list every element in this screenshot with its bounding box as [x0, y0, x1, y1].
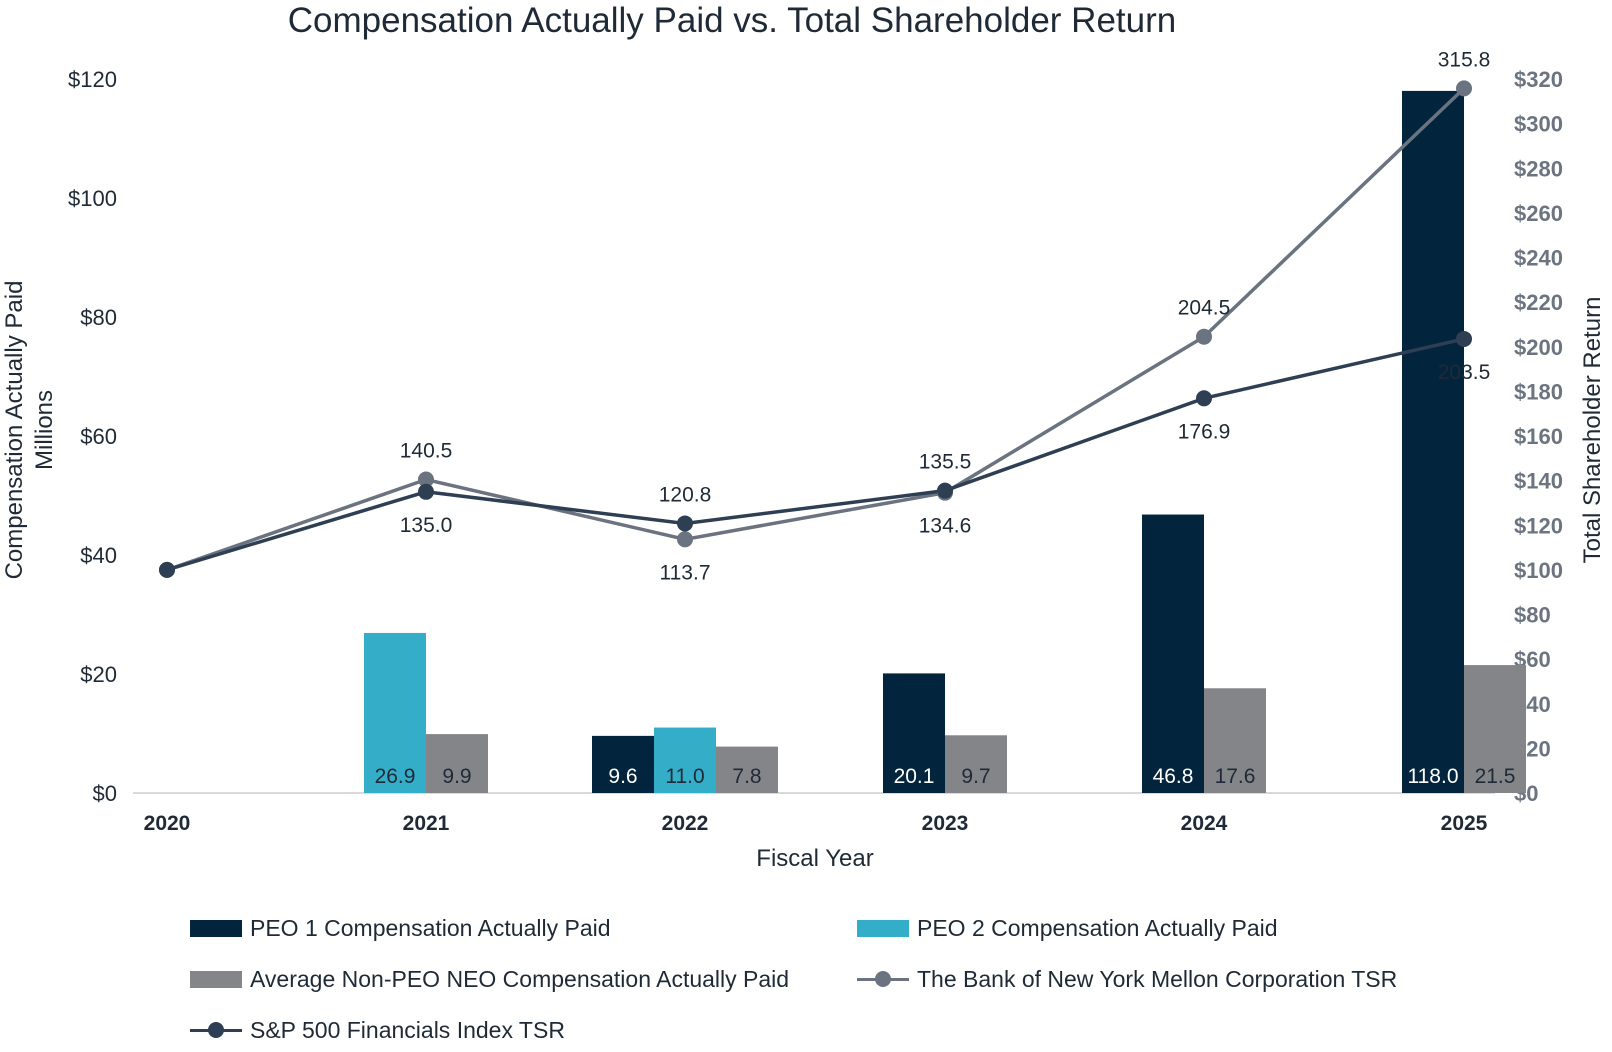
x-axis-ticks: 2020 2021 2022 2023 2024 2025: [144, 812, 1488, 835]
bar: [1142, 514, 1204, 793]
legend-item-peo2: PEO 2 Compensation Actually Paid: [857, 915, 1278, 942]
y2-tick-label: $320: [1514, 67, 1563, 92]
left-y-axis: $0 $20 $40 $60 $80 $100 $120: [68, 67, 117, 806]
y2-axis-label: Total Shareholder Return: [1579, 297, 1606, 564]
bar-data-label: 118.0: [1408, 765, 1459, 788]
legend-label-sp500-tsr: S&P 500 Financials Index TSR: [250, 1017, 565, 1043]
legend: PEO 1 Compensation Actually Paid PEO 2 C…: [190, 915, 1490, 1050]
y2-tick-label: $120: [1514, 513, 1563, 538]
y-axis-sublabel: Millions: [31, 390, 58, 470]
tsr-point: [677, 531, 693, 548]
tsr-point: [1456, 80, 1472, 97]
tsr-lines: 140.5 135.0 113.7 120.8 134.6 135.5 204.5 176.9…: [159, 48, 1490, 584]
legend-label-peo2: PEO 2 Compensation Actually Paid: [917, 915, 1278, 941]
tsr-point: [677, 515, 693, 532]
tsr-data-label: 134.6: [919, 515, 972, 538]
legend-item-sp500-tsr: S&P 500 Financials Index TSR: [190, 1017, 565, 1044]
tsr-data-label: 204.5: [1178, 297, 1231, 320]
bar: [945, 735, 1007, 793]
legend-item-bny-tsr: The Bank of New York Mellon Corporation …: [857, 966, 1397, 993]
tsr-point: [418, 471, 434, 488]
x-tick-label: 2021: [403, 812, 450, 835]
tsr-data-label: 176.9: [1178, 420, 1231, 443]
bar: [364, 632, 426, 793]
bar: [716, 746, 778, 793]
bar-data-label: 21.5: [1475, 765, 1516, 788]
bars: 26.9 9.9 9.6 11.0 7.8 20.1 9.7 46.8 17.6 118.0 21.…: [364, 90, 1526, 793]
y-tick-label: $120: [68, 67, 117, 92]
y-tick-label: $0: [93, 781, 117, 806]
bar: [1464, 665, 1526, 793]
tsr-data-label: 140.5: [400, 440, 453, 463]
bar-data-label: 26.9: [375, 765, 416, 788]
x-tick-label: 2025: [1441, 812, 1488, 835]
tsr-data-label: 120.8: [659, 483, 712, 506]
y2-tick-label: $180: [1514, 379, 1563, 404]
bar: [883, 673, 945, 793]
tsr-data-label: 113.7: [660, 561, 711, 584]
legend-item-neo: Average Non-PEO NEO Compensation Actuall…: [190, 966, 789, 993]
legend-item-peo1: PEO 1 Compensation Actually Paid: [190, 915, 611, 942]
y2-tick-label: $260: [1514, 201, 1563, 226]
bar: [1402, 90, 1464, 793]
tsr-line: [166, 337, 1465, 572]
y-tick-label: $40: [80, 543, 117, 568]
y2-tick-label: $100: [1514, 558, 1563, 583]
right-y-axis: $0$20$40$60$80$100$120$140$160$180$200$2…: [1514, 67, 1563, 806]
bar-data-label: 9.6: [608, 765, 637, 788]
tsr-data-label: 135.5: [919, 451, 972, 474]
tsr-data-label: 203.5: [1438, 361, 1491, 384]
tsr-point: [937, 482, 953, 499]
x-tick-label: 2024: [1181, 812, 1228, 835]
x-tick-label: 2020: [144, 812, 191, 835]
y2-tick-label: $200: [1514, 335, 1563, 360]
y-tick-label: $60: [80, 424, 117, 449]
tsr-data-label: 135.0: [400, 514, 453, 537]
y-tick-label: $100: [68, 186, 117, 211]
legend-label-bny-tsr: The Bank of New York Mellon Corporation …: [917, 966, 1398, 992]
bar-data-label: 17.6: [1215, 765, 1256, 788]
legend-swatch-neo: [190, 971, 242, 988]
bar-data-label: 9.7: [961, 765, 990, 788]
tsr-point: [1196, 390, 1212, 407]
y-tick-label: $20: [80, 662, 117, 687]
legend-marker-bny-tsr: [857, 971, 909, 988]
tsr-data-label: 315.8: [1438, 48, 1491, 71]
y2-tick-label: $220: [1514, 290, 1563, 315]
y2-tick-label: $280: [1514, 156, 1563, 181]
tsr-point: [1456, 330, 1472, 347]
chart: Compensation Actually Paid vs. Total Sha…: [1, 1, 1606, 872]
legend-label-peo1: PEO 1 Compensation Actually Paid: [250, 915, 611, 941]
tsr-point: [159, 561, 175, 578]
legend-marker-sp500-tsr: [190, 1022, 242, 1039]
bar-data-label: 20.1: [894, 765, 935, 788]
y2-tick-label: $140: [1514, 469, 1563, 494]
x-tick-label: 2022: [662, 812, 709, 835]
x-axis-label: Fiscal Year: [756, 845, 873, 872]
tsr-point: [1196, 328, 1212, 345]
tsr-line: [166, 87, 1466, 572]
y2-tick-label: $80: [1514, 603, 1551, 628]
bar-data-label: 46.8: [1153, 765, 1194, 788]
bar: [1204, 688, 1266, 793]
y-axis-label: Compensation Actually Paid: [1, 281, 28, 580]
legend-swatch-peo1: [190, 920, 242, 937]
y2-tick-label: $300: [1514, 112, 1563, 137]
bar: [654, 727, 716, 793]
y-tick-label: $80: [80, 305, 117, 330]
legend-label-neo: Average Non-PEO NEO Compensation Actuall…: [250, 966, 790, 992]
bar-data-label: 11.0: [665, 765, 704, 788]
bar-data-label: 9.9: [442, 765, 471, 788]
bar: [592, 735, 654, 793]
chart-title: Compensation Actually Paid vs. Total Sha…: [288, 1, 1176, 40]
y2-tick-label: $240: [1514, 246, 1563, 271]
bar: [426, 734, 488, 793]
y2-tick-label: $160: [1514, 424, 1563, 449]
x-tick-label: 2023: [922, 812, 969, 835]
legend-swatch-peo2: [857, 920, 909, 937]
bar-data-label: 7.8: [732, 765, 761, 788]
tsr-point: [418, 483, 434, 500]
